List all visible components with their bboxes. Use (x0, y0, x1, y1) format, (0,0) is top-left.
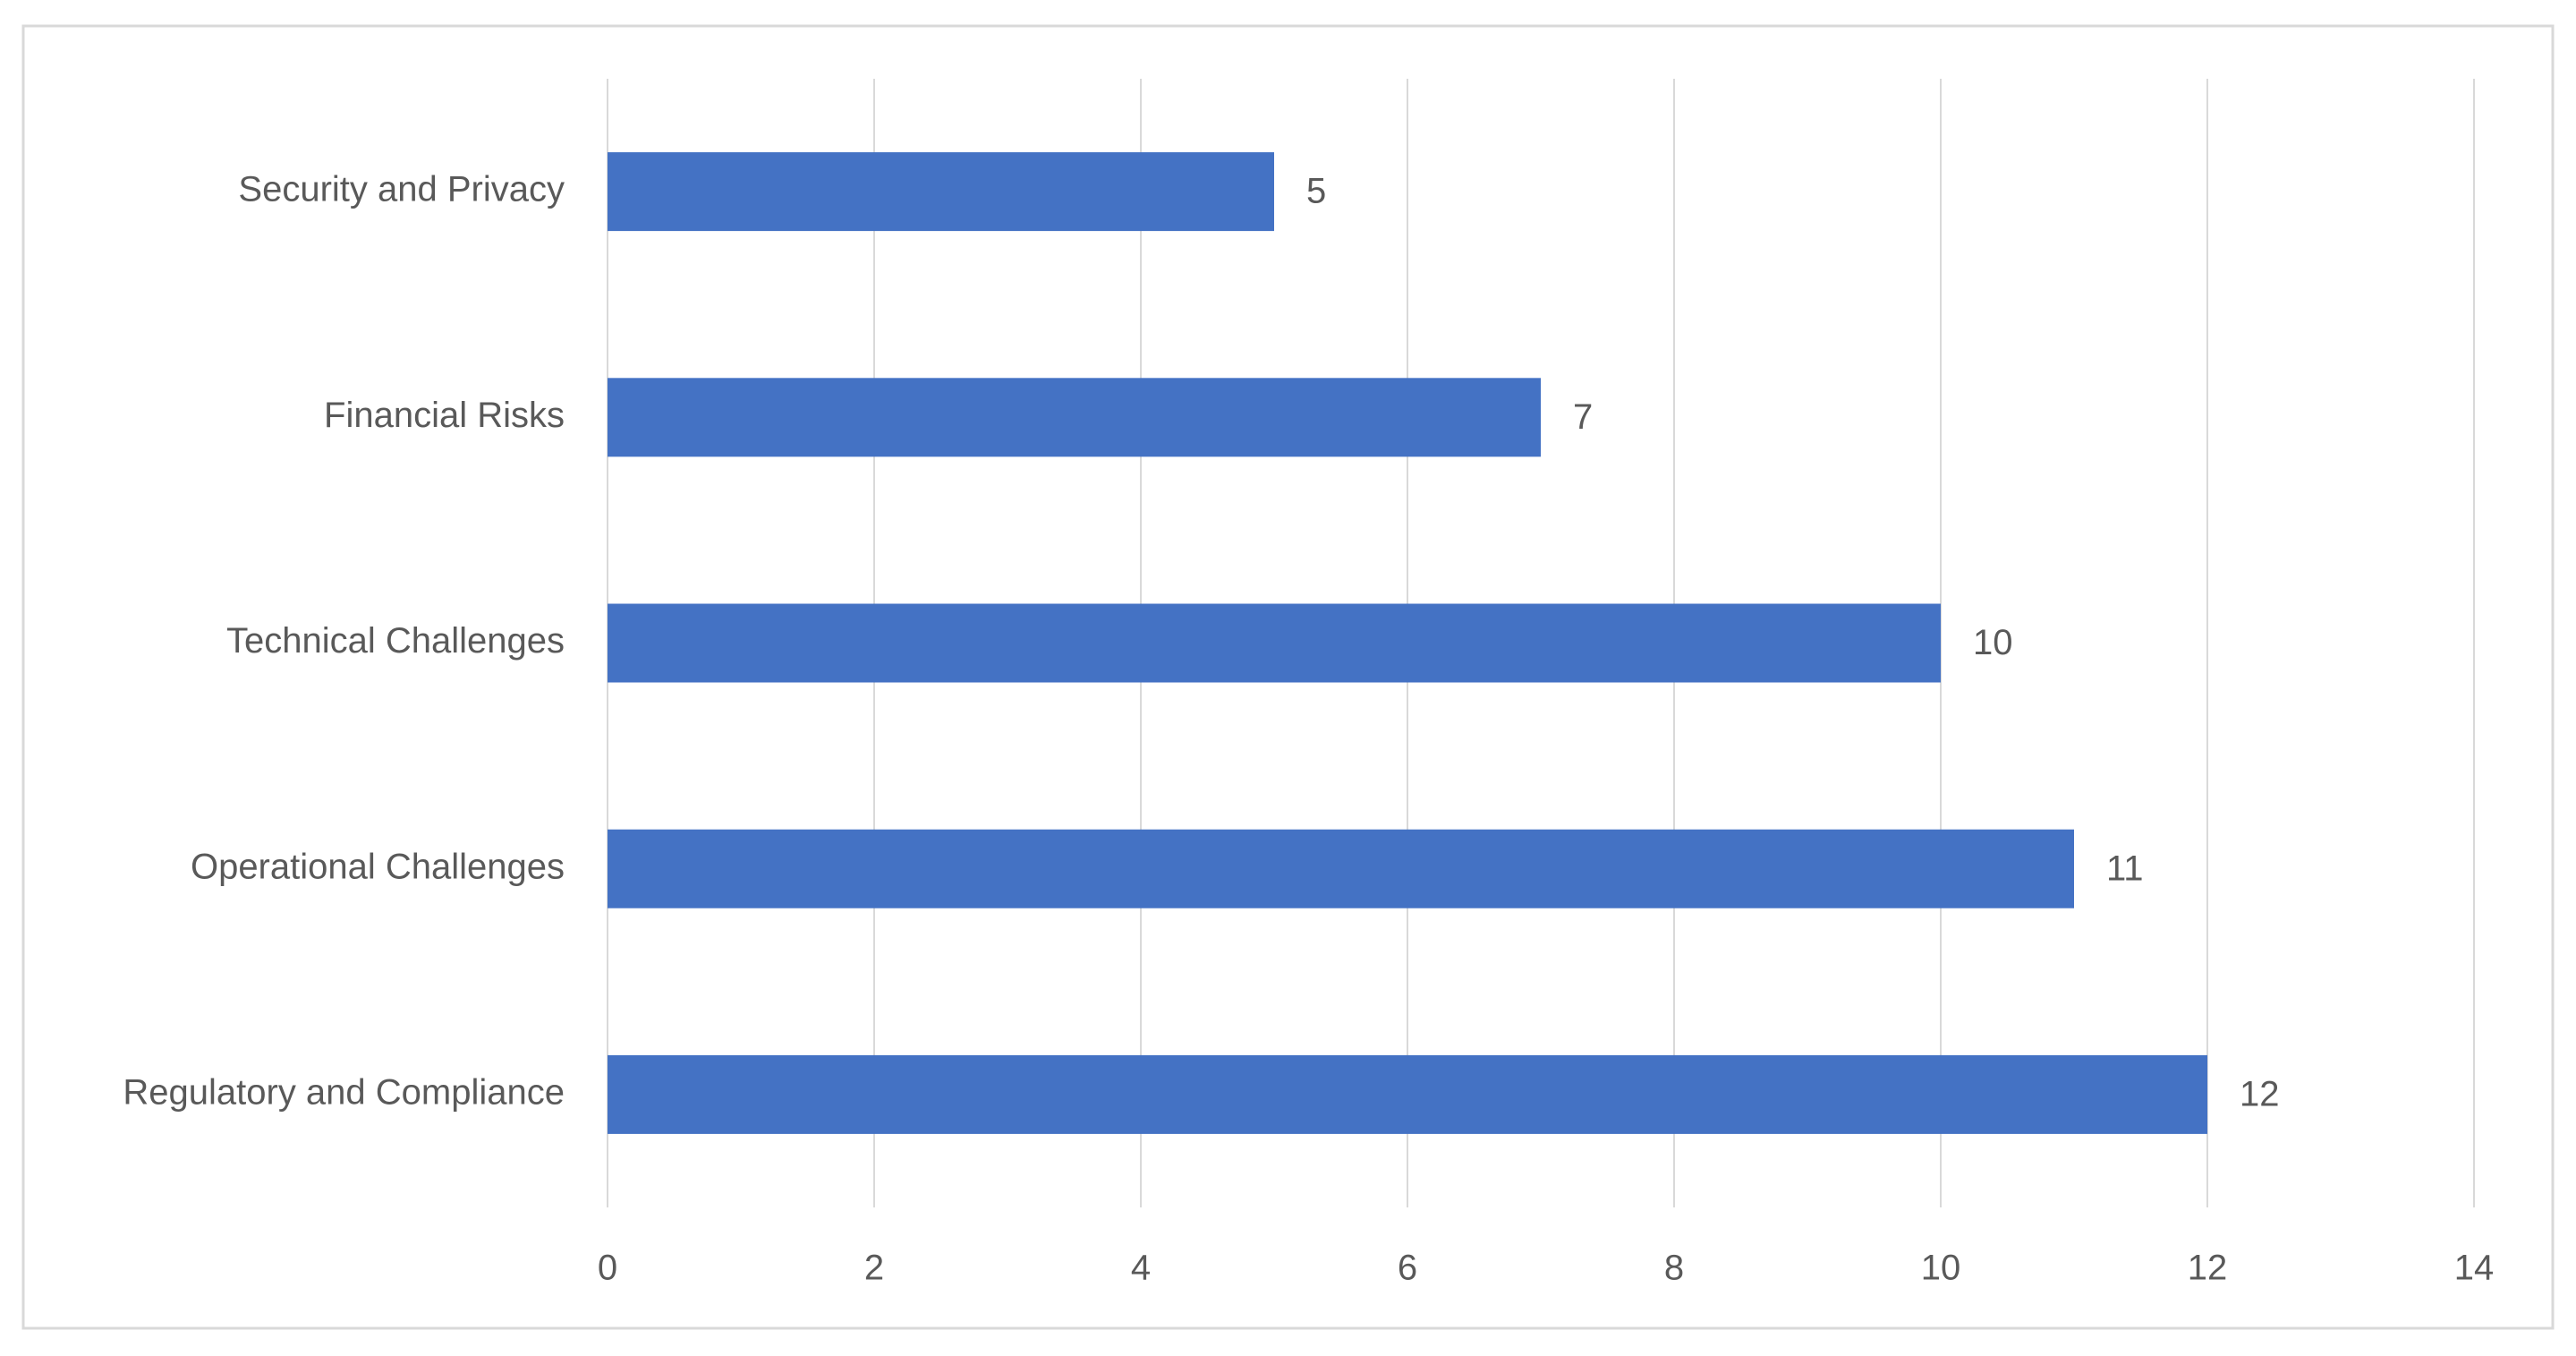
x-tick-label: 8 (1664, 1249, 1684, 1288)
value-label: 12 (2240, 1074, 2280, 1113)
y-tick-label: Security and Privacy (238, 170, 565, 209)
value-label: 10 (1973, 623, 2013, 662)
x-tick-label: 12 (2188, 1249, 2228, 1288)
y-tick-label: Financial Risks (324, 396, 565, 435)
x-tick-label: 6 (1398, 1249, 1417, 1288)
x-tick-label: 14 (2454, 1249, 2495, 1288)
x-tick-label: 10 (1921, 1249, 1961, 1288)
bar (608, 1054, 2207, 1134)
x-tick-label: 2 (864, 1249, 884, 1288)
y-tick-label: Regulatory and Compliance (123, 1072, 565, 1112)
x-tick-label: 0 (598, 1249, 617, 1288)
y-tick-label: Technical Challenges (226, 621, 565, 661)
value-label: 11 (2106, 849, 2144, 888)
bar (608, 378, 1541, 457)
bar (608, 603, 1941, 683)
value-label: 7 (1573, 397, 1593, 437)
bar (608, 152, 1274, 232)
value-label: 5 (1306, 172, 1326, 211)
bar (608, 829, 2074, 908)
y-tick-label: Operational Challenges (191, 847, 565, 886)
x-tick-label: 4 (1131, 1249, 1151, 1288)
